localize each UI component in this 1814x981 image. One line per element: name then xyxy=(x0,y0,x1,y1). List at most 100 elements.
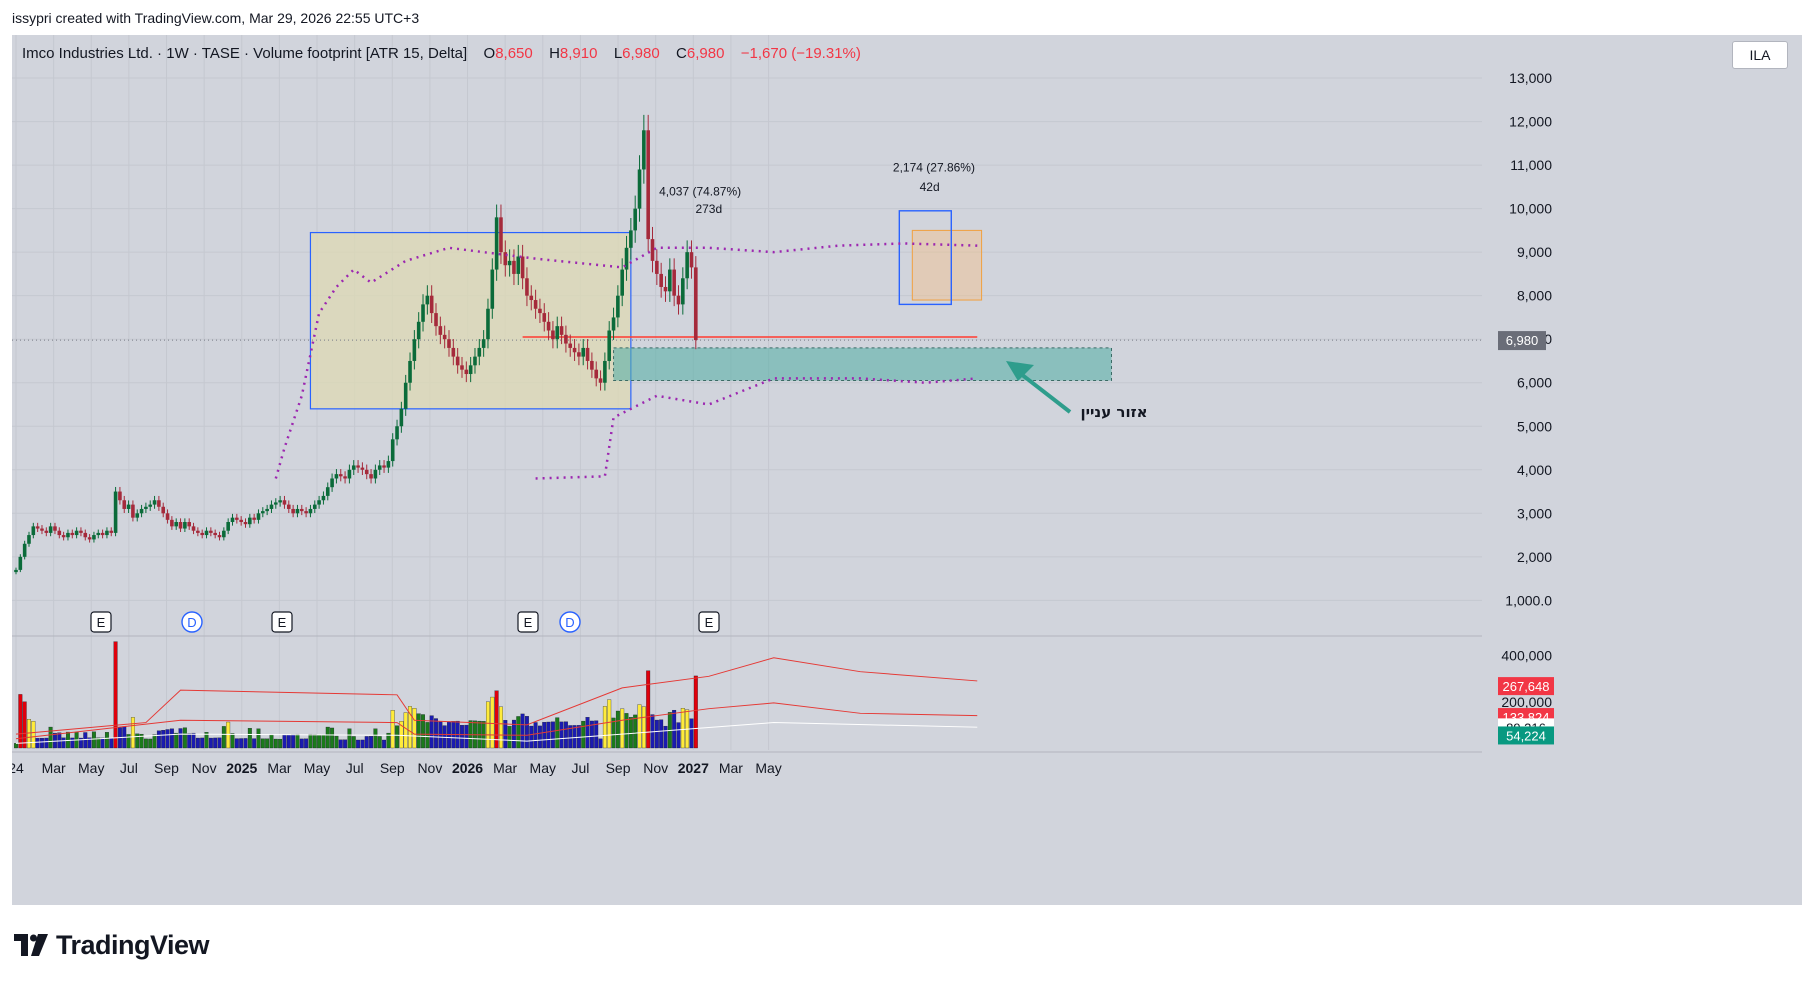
candle-body xyxy=(170,519,174,527)
volume-bar xyxy=(252,738,257,749)
volume-pane xyxy=(14,641,978,749)
candle-body xyxy=(620,269,624,296)
volume-bar xyxy=(61,737,66,749)
candle-body xyxy=(499,217,503,253)
time-tick: Nov xyxy=(192,760,217,776)
volume-bar xyxy=(208,737,213,749)
chart-canvas[interactable]: 4,037 (74.87%) 273d 2,174 (27.86%) 42d אזור … xyxy=(12,35,1802,905)
earnings-icon: E xyxy=(90,611,112,633)
volume-bar xyxy=(382,739,386,749)
candle-body xyxy=(525,278,529,296)
candle-body xyxy=(291,508,295,514)
volume-bar xyxy=(343,739,348,749)
volume-bar xyxy=(256,728,261,749)
symbol-legend[interactable]: Imco Industries Ltd. · 1W · TASE · Volum… xyxy=(22,45,861,62)
volume-bar xyxy=(70,737,75,749)
candle-body xyxy=(312,504,317,509)
volume-bar xyxy=(100,737,105,749)
volume-bar xyxy=(503,720,508,749)
candle-body xyxy=(408,360,412,383)
volume-bar xyxy=(304,738,309,749)
measure-box-2 xyxy=(898,210,952,306)
tradingview-logo[interactable]: TradingView xyxy=(14,928,210,962)
volume-bar xyxy=(364,736,369,749)
candle-body xyxy=(572,347,577,353)
price-tick: 10,000 xyxy=(1509,201,1552,217)
symbol-name[interactable]: Imco Industries Ltd. · 1W · TASE · Volum… xyxy=(22,45,468,62)
volume-bar xyxy=(620,708,625,749)
candle-body xyxy=(83,532,88,538)
close-value: 6,980 xyxy=(686,45,725,62)
volume-bar xyxy=(221,726,226,749)
candle-body xyxy=(100,532,105,536)
candle-body xyxy=(330,478,334,488)
volume-bar xyxy=(135,733,140,749)
candle-body xyxy=(369,474,373,479)
time-tick: Nov xyxy=(643,760,668,776)
candle-body xyxy=(360,467,365,470)
candle-body xyxy=(70,532,75,536)
candle-body xyxy=(278,500,282,503)
candle-body xyxy=(325,487,330,496)
volume-bar xyxy=(369,736,374,749)
candle-body xyxy=(395,426,399,440)
volume-bar xyxy=(537,725,542,749)
time-tick: Jul xyxy=(346,760,364,776)
candle-body xyxy=(399,408,404,427)
candle-body xyxy=(191,526,196,531)
volume-bar xyxy=(273,738,278,749)
volume-bar xyxy=(585,717,590,749)
candle-body xyxy=(135,513,140,518)
candle-body xyxy=(92,535,96,540)
candle-body xyxy=(637,169,642,209)
candle-body xyxy=(308,508,313,514)
time-tick: Jul xyxy=(571,760,589,776)
svg-text:E: E xyxy=(97,615,106,630)
candle-body xyxy=(512,260,516,274)
volume-bar xyxy=(659,719,664,749)
volume-bar xyxy=(44,737,49,749)
overlay: 4,037 (74.87%) 273d 2,174 (27.86%) 42d אזור … xyxy=(90,161,1148,633)
time-tick: 2027 xyxy=(678,760,709,776)
volume-bar xyxy=(360,739,365,749)
candle-body xyxy=(455,356,460,366)
volume-bar xyxy=(156,730,161,749)
candle-body xyxy=(694,267,698,341)
candle-body xyxy=(538,308,542,314)
candle-body xyxy=(650,239,655,261)
candle-body xyxy=(681,278,685,305)
range-box xyxy=(309,231,632,410)
candle-body xyxy=(516,256,521,274)
candle-body xyxy=(243,522,248,525)
volume-bar xyxy=(299,738,304,749)
candle-body xyxy=(122,500,127,509)
volume-bar xyxy=(555,717,560,749)
candle-body xyxy=(460,365,464,370)
volume-bar xyxy=(200,737,205,749)
volume-bar xyxy=(96,737,101,749)
candle-body xyxy=(187,522,191,527)
currency-button[interactable]: ILA xyxy=(1732,41,1788,69)
volume-bar xyxy=(403,712,408,749)
candle-body xyxy=(66,532,70,538)
price-tick: 4,000 xyxy=(1517,462,1552,478)
volume-tick: 400,000 xyxy=(1501,648,1552,664)
candle-body xyxy=(598,378,603,383)
volume-bar xyxy=(689,718,694,749)
candle-body xyxy=(451,347,456,357)
candle-body xyxy=(434,313,438,327)
volume-bar xyxy=(390,710,395,749)
volume-bar xyxy=(598,738,603,749)
grid xyxy=(12,35,1802,905)
candle-body xyxy=(144,506,148,509)
candle-body xyxy=(386,461,391,468)
price-tick: 1,000.0 xyxy=(1505,592,1552,608)
volume-bar xyxy=(550,721,555,749)
volume-bar xyxy=(628,717,633,749)
volume-bar xyxy=(148,738,153,749)
candle-body xyxy=(642,130,646,170)
volume-bar xyxy=(18,694,23,749)
candle-body xyxy=(629,230,633,248)
candle-body xyxy=(403,382,408,409)
volume-bar xyxy=(607,699,612,749)
